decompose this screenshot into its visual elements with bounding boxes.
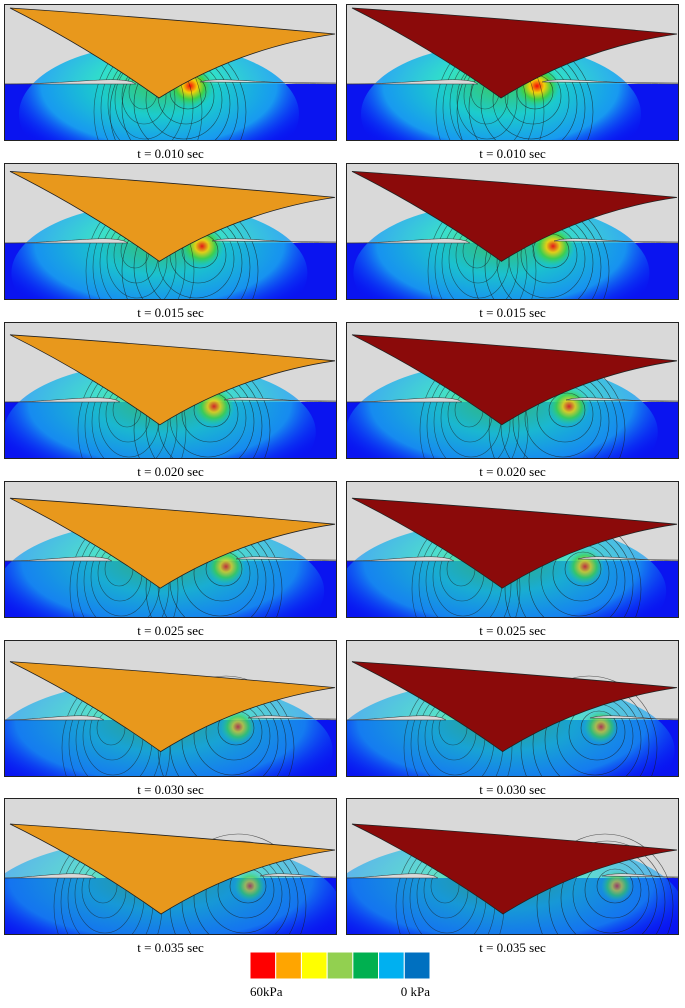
pressure-peak: [548, 386, 590, 426]
wedge: [9, 661, 336, 753]
pressure-peak: [220, 709, 256, 744]
caption: t = 0.030 sec: [479, 782, 546, 797]
wedge: [9, 823, 336, 915]
pressure-peak: [565, 548, 605, 585]
wedge: [351, 497, 678, 589]
caption: t = 0.025 sec: [479, 623, 546, 638]
wedge: [351, 171, 678, 262]
pressure-peak: [234, 870, 266, 902]
panel-border: [346, 640, 679, 777]
panel-content: [4, 163, 337, 300]
panel-content: [346, 798, 679, 935]
panel: t = 0.015 sec: [346, 163, 679, 320]
caption: t = 0.035 sec: [137, 940, 204, 955]
caption: t = 0.020 sec: [137, 464, 204, 479]
panel: t = 0.010 sec: [346, 4, 679, 161]
caption: t = 0.010 sec: [479, 146, 546, 161]
panel: t = 0.030 sec: [4, 640, 337, 797]
contour: [596, 868, 634, 904]
wedge: [351, 661, 678, 753]
legend-swatch: [249, 951, 277, 980]
panel-content: [346, 4, 679, 141]
contour: [580, 710, 618, 746]
pressure-peak: [601, 870, 633, 902]
caption: t = 0.025 sec: [137, 623, 204, 638]
panel-border: [4, 4, 337, 141]
caption: t = 0.015 sec: [479, 305, 546, 320]
panel: t = 0.025 sec: [346, 481, 679, 638]
panel-content: [346, 640, 679, 777]
wedge: [9, 334, 336, 426]
caption: t = 0.020 sec: [479, 464, 546, 479]
panel: t = 0.035 sec: [4, 798, 337, 955]
contour: [548, 392, 586, 428]
panel: t = 0.010 sec: [4, 4, 337, 161]
contour: [520, 675, 658, 777]
panel-content: [4, 322, 337, 459]
contour: [548, 840, 666, 935]
legend-swatch: [352, 951, 380, 980]
panel-border: [4, 163, 337, 300]
panel-content: [346, 163, 679, 300]
panel-border: [4, 640, 337, 777]
legend-swatch: [378, 951, 405, 980]
caption: t = 0.030 sec: [137, 782, 204, 797]
legend-swatch: [403, 951, 431, 980]
panel-content: [346, 322, 679, 459]
panel-border: [346, 4, 679, 141]
contour: [536, 833, 674, 935]
panel-border: [346, 798, 679, 935]
panel-content: [4, 798, 337, 935]
wedge: [351, 7, 678, 99]
contour: [564, 551, 602, 587]
caption: t = 0.015 sec: [137, 305, 204, 320]
panel: t = 0.020 sec: [4, 322, 337, 479]
wedge: [9, 7, 336, 99]
panel-border: [346, 322, 679, 459]
legend-swatch: [326, 951, 354, 980]
pressure-peak: [583, 709, 619, 744]
panel-border: [346, 163, 679, 300]
panel: t = 0.020 sec: [346, 322, 679, 479]
panel: t = 0.030 sec: [346, 640, 679, 797]
panel-border: [4, 798, 337, 935]
wedge: [351, 334, 678, 426]
caption: t = 0.035 sec: [479, 940, 546, 955]
legend-swatch: [300, 951, 328, 980]
legend-min: 0 kPa: [401, 984, 430, 999]
caption: t = 0.010 sec: [137, 146, 204, 161]
wedge: [351, 823, 678, 915]
panel-border: [4, 481, 337, 618]
panel-border: [346, 481, 679, 618]
legend-swatch: [275, 951, 302, 980]
panel: t = 0.025 sec: [4, 481, 337, 638]
panel-content: [4, 4, 337, 141]
panel-border: [4, 322, 337, 459]
panel-content: [4, 640, 337, 777]
wedge: [9, 497, 336, 589]
wedge: [9, 171, 336, 262]
panel-content: [346, 481, 679, 618]
panel: t = 0.035 sec: [346, 798, 679, 955]
panel-content: [4, 481, 337, 618]
legend-max: 60kPa: [250, 984, 283, 999]
panel: t = 0.015 sec: [4, 163, 337, 320]
